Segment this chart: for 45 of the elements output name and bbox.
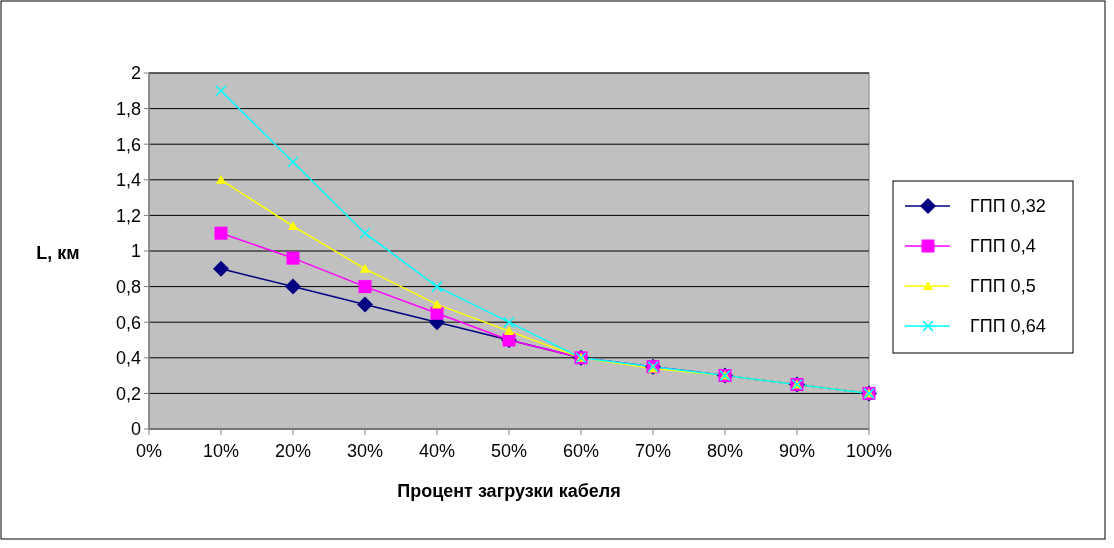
legend-label: ГПП 0,32 <box>970 196 1046 217</box>
x-tick-label: 70% <box>634 441 672 461</box>
x-tick-label: 60% <box>562 441 600 461</box>
point <box>216 174 226 184</box>
x-tick-label: 20% <box>274 441 312 461</box>
x-axis-title: Процент загрузки кабеля <box>397 481 621 501</box>
x-tick-label: 30% <box>346 441 384 461</box>
y-tick-label: 0,4 <box>115 348 141 369</box>
y-tick-label: 1,4 <box>115 170 141 191</box>
x-tick-label: 100% <box>845 441 893 461</box>
x-tick-label: 40% <box>418 441 456 461</box>
x-tick-label: 50% <box>490 441 528 461</box>
point <box>430 306 444 320</box>
point <box>357 296 373 313</box>
x-tick-label: 90% <box>778 441 816 461</box>
point <box>503 316 515 328</box>
y-tick-label: 0,6 <box>115 312 141 333</box>
y-axis-title: L, км <box>36 243 80 263</box>
point <box>285 278 301 295</box>
y-tick-label: 1,6 <box>115 134 141 155</box>
y-tick-label: 1 <box>130 241 141 262</box>
y-tick-label: 0,2 <box>115 383 141 404</box>
point <box>215 85 227 97</box>
point <box>286 251 300 265</box>
point <box>504 326 514 336</box>
x-tick-label: 80% <box>706 441 744 461</box>
point <box>213 260 229 277</box>
y-tick-label: 1,2 <box>115 205 141 226</box>
point <box>432 299 442 309</box>
y-tick-label: 0,8 <box>115 276 141 297</box>
point <box>431 280 443 293</box>
point <box>287 156 299 168</box>
legend-label: ГПП 0,64 <box>970 316 1046 337</box>
point <box>360 263 370 273</box>
y-tick-label: 2 <box>130 63 141 84</box>
x-tick-label: 0% <box>135 441 163 461</box>
legend-label: ГПП 0,5 <box>970 276 1036 297</box>
point <box>358 280 372 294</box>
legend-label: ГПП 0,4 <box>970 236 1036 257</box>
point <box>288 221 298 231</box>
y-tick-label: 1,8 <box>115 98 141 119</box>
y-tick-label: 0 <box>130 419 141 440</box>
x-tick-label: 10% <box>202 441 240 461</box>
point <box>359 227 371 239</box>
point <box>214 226 228 240</box>
